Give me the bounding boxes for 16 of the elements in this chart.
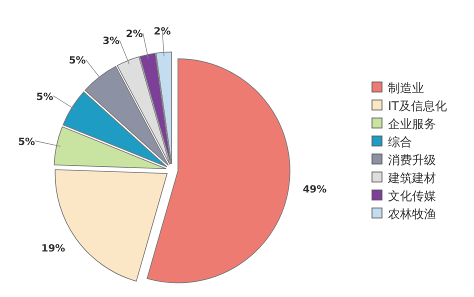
- data-label: 5%: [36, 92, 54, 103]
- data-label: 5%: [68, 56, 86, 67]
- legend-label: IT及信息化: [388, 99, 447, 113]
- legend-label: 建筑建材: [387, 171, 436, 185]
- legend-label: 企业服务: [388, 117, 436, 131]
- data-label: 19%: [41, 244, 66, 255]
- legend-label: 文化传媒: [388, 189, 436, 203]
- legend-label: 综合: [388, 135, 412, 149]
- data-label: 2%: [154, 26, 171, 38]
- legend-label: 消费升级: [388, 153, 436, 167]
- data-label: 2%: [126, 29, 143, 40]
- data-label: 5%: [18, 136, 36, 148]
- data-label: 49%: [302, 184, 327, 196]
- data-label: 3%: [102, 36, 120, 48]
- legend-label: 制造业: [388, 81, 424, 95]
- legend-label: 农林牧渔: [388, 207, 436, 221]
